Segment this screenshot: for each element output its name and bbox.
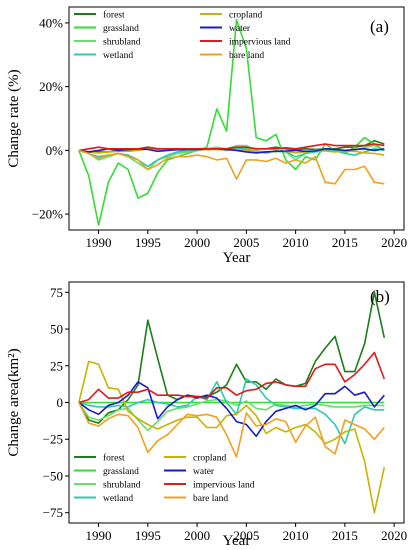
series-line-shrubland bbox=[78, 398, 385, 432]
y-tick-label: 0 bbox=[57, 395, 64, 410]
x-tick-label: 2015 bbox=[332, 235, 358, 250]
panel-label: (b) bbox=[370, 287, 390, 306]
legend: forest grassland shrubland wetland cropland w… bbox=[74, 453, 255, 504]
y-tick-label: −75 bbox=[43, 505, 63, 520]
legend-label-forest: forest bbox=[103, 453, 125, 464]
legend-label-forest: forest bbox=[103, 10, 125, 21]
y-tick-label: −20% bbox=[32, 207, 63, 222]
y-tick-label: 0% bbox=[46, 143, 64, 158]
legend-label-wetland: wetland bbox=[103, 51, 133, 61]
legend-label-grassland: grassland bbox=[103, 24, 139, 34]
y-tick-label: 40% bbox=[39, 15, 63, 30]
legend-label-shrubland: shrubland bbox=[103, 38, 141, 48]
series-line-bare-land bbox=[78, 149, 385, 185]
plot-frame bbox=[68, 6, 405, 231]
y-tick-label: 75 bbox=[50, 285, 63, 300]
legend-label-grassland: grassland bbox=[103, 467, 139, 477]
legend-label-shrubland: shrubland bbox=[103, 481, 141, 491]
x-tick-label: 2005 bbox=[233, 235, 259, 250]
x-tick-label: 2010 bbox=[283, 528, 309, 543]
y-tick-label: 25 bbox=[50, 358, 63, 373]
series-line-wetland bbox=[78, 378, 385, 445]
y-tick-label: −50 bbox=[43, 468, 63, 483]
legend-label-cropland: cropland bbox=[229, 11, 262, 21]
chart-panel-a: 1990 1995 2000 2005 2010 2015 2020 −20% 0% 20% 40%… bbox=[6, 6, 407, 266]
series-line-forest bbox=[78, 291, 386, 424]
x-tick-label: 2000 bbox=[184, 235, 210, 250]
y-tick-label: 20% bbox=[39, 79, 63, 94]
x-axis-label: Year bbox=[223, 533, 251, 549]
x-tick-label: 2020 bbox=[381, 235, 407, 250]
panel-label: (a) bbox=[370, 17, 389, 36]
legend-label-impervious-land: impervious land bbox=[229, 38, 291, 48]
x-tick-label: 1990 bbox=[86, 235, 112, 250]
x-tick-label: 1990 bbox=[86, 528, 112, 543]
legend: forest grassland shrubland wetland cropland w… bbox=[74, 10, 291, 61]
legend-label-impervious-land: impervious land bbox=[193, 481, 255, 491]
x-tick-label: 2015 bbox=[332, 528, 358, 543]
x-tick-label: 2000 bbox=[184, 528, 210, 543]
legend-label-bare-land: bare land bbox=[193, 494, 228, 504]
series-line-impervious-land bbox=[78, 351, 386, 404]
x-axis-label: Year bbox=[223, 250, 251, 266]
x-tick-label: 2005 bbox=[233, 528, 259, 543]
legend-label-bare-land: bare land bbox=[229, 51, 264, 61]
x-tick-label: 1995 bbox=[135, 528, 161, 543]
legend-label-wetland: wetland bbox=[103, 494, 133, 504]
x-tick-label: 1995 bbox=[135, 235, 161, 250]
legend-label-cropland: cropland bbox=[193, 454, 226, 464]
legend-label-water: water bbox=[229, 24, 251, 34]
chart-panel-b: 1990 1995 2000 2005 2010 2015 2020 −75 −50 −25 0 25… bbox=[6, 281, 407, 549]
y-axis-label: Change rate (%) bbox=[6, 69, 22, 167]
y-axis-label: Change area(km²) bbox=[6, 348, 22, 456]
x-tick-label: 2020 bbox=[381, 528, 407, 543]
y-tick-label: 50 bbox=[50, 322, 63, 337]
y-tick-label: −25 bbox=[43, 432, 63, 447]
x-tick-label: 2010 bbox=[283, 235, 309, 250]
series-line-impervious-land bbox=[78, 143, 385, 152]
legend-label-water: water bbox=[193, 467, 215, 477]
series-line-bare-land bbox=[78, 402, 385, 458]
